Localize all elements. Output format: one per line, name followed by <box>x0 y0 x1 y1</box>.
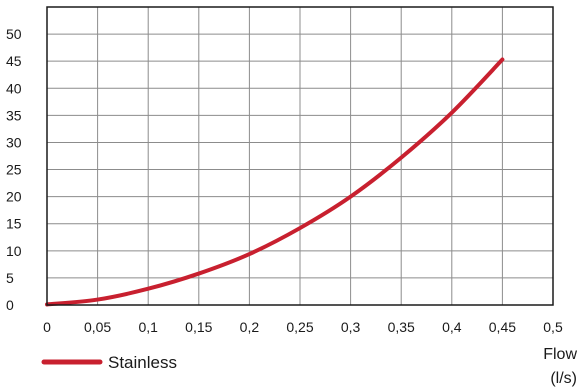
x-tick-label-2: 0,1 <box>138 319 158 335</box>
x-tick-label-0: 0 <box>43 319 51 335</box>
y-tick-label-4: 20 <box>6 189 22 205</box>
y-tick-label-5: 25 <box>6 162 22 178</box>
grid <box>46 7 554 306</box>
x-tick-label-6: 0,3 <box>341 319 361 335</box>
x-axis-title-line-1: (l/s) <box>550 370 577 387</box>
x-tick-label-5: 0,25 <box>286 319 313 335</box>
y-tick-label-8: 40 <box>6 80 22 96</box>
x-tick-label-9: 0,45 <box>489 319 516 335</box>
y-tick-label-7: 35 <box>6 107 22 123</box>
x-tick-labels: 0 0,05 0,1 0,15 0,2 0,25 0,3 0,35 0,4 0,45 0,5 <box>43 319 563 335</box>
y-tick-label-3: 15 <box>6 216 22 232</box>
legend-label-0: Stainless <box>108 353 177 372</box>
y-tick-label-6: 30 <box>6 134 22 150</box>
x-axis-title: Flow (l/s) <box>543 346 577 387</box>
y-tick-label-10: 50 <box>6 26 22 42</box>
y-tick-label-2: 10 <box>6 243 22 259</box>
x-tick-label-8: 0,4 <box>442 319 462 335</box>
y-tick-labels: 0 5 10 15 20 25 30 35 40 45 50 <box>6 26 22 313</box>
x-axis-title-line-0: Flow <box>543 346 577 363</box>
y-tick-label-1: 5 <box>6 270 14 286</box>
x-tick-label-7: 0,35 <box>388 319 415 335</box>
x-tick-label-4: 0,2 <box>240 319 260 335</box>
y-tick-label-9: 45 <box>6 53 22 69</box>
x-tick-label-3: 0,15 <box>185 319 212 335</box>
plot-frame-layer <box>46 6 554 306</box>
x-tick-label-10: 0,5 <box>543 319 563 335</box>
series-layer <box>45 57 505 307</box>
series-line-0 <box>45 57 505 307</box>
legend: Stainless <box>41 353 177 372</box>
x-tick-label-1: 0,05 <box>84 319 111 335</box>
y-tick-label-0: 0 <box>6 297 14 313</box>
plot-frame <box>46 6 554 306</box>
